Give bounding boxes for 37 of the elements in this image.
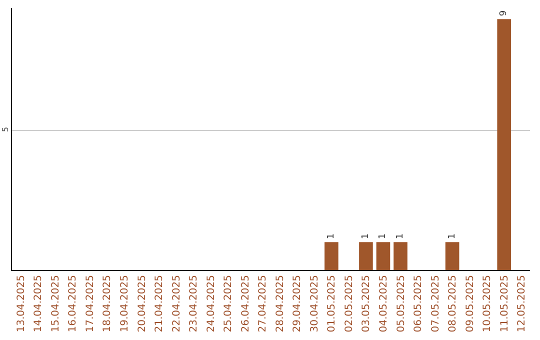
x-tick-label: 20.04.2025 xyxy=(136,275,148,332)
x-tick-label: 10.05.2025 xyxy=(482,275,494,332)
x-tick-label: 22.04.2025 xyxy=(171,275,182,332)
x-tick-label: 23.04.2025 xyxy=(188,275,200,332)
x-tick-label: 12.05.2025 xyxy=(516,275,528,332)
data-label: 1 xyxy=(378,233,388,240)
data-label: 1 xyxy=(360,233,371,240)
x-tick-label: 25.04.2025 xyxy=(223,275,234,332)
x-tick-label: 04.05.2025 xyxy=(378,275,390,332)
x-tick-label: 14.04.2025 xyxy=(33,275,44,332)
x-tick-label: 28.04.2025 xyxy=(274,275,286,332)
x-tick-label: 19.04.2025 xyxy=(119,275,130,332)
x-tick-label: 13.04.2025 xyxy=(16,275,27,332)
x-tick-label: 24.04.2025 xyxy=(206,275,217,332)
x-tick-label: 02.05.2025 xyxy=(344,275,355,332)
x-tick-label: 07.05.2025 xyxy=(430,275,442,332)
x-tick-label: 18.04.2025 xyxy=(102,275,114,332)
x-tick-label: 01.05.2025 xyxy=(326,275,338,332)
data-label: 1 xyxy=(326,233,336,240)
x-tick-label: 09.05.2025 xyxy=(464,275,476,332)
data-label: 9 xyxy=(499,10,510,16)
y-tick-label: 5 xyxy=(0,126,10,132)
x-tick-label: 15.04.2025 xyxy=(50,275,62,332)
x-tick-label: 30.04.2025 xyxy=(309,275,320,332)
x-tick-label: 06.05.2025 xyxy=(413,275,424,332)
x-tick-label: 27.04.2025 xyxy=(258,275,269,332)
x-tick-label: 17.04.2025 xyxy=(84,275,96,332)
x-tick-label: 16.04.2025 xyxy=(68,275,79,332)
x-tick-label: 03.05.2025 xyxy=(361,275,372,332)
x-tick-label: 29.04.2025 xyxy=(292,275,304,332)
x-tick-label: 11.05.2025 xyxy=(499,275,510,332)
data-label: 1 xyxy=(396,233,406,240)
x-tick-label: 26.04.2025 xyxy=(240,275,252,332)
x-tick-label: 08.05.2025 xyxy=(448,275,459,332)
x-tick-label: 05.05.2025 xyxy=(396,275,407,332)
data-label: 1 xyxy=(447,233,458,240)
x-tick-label: 21.04.2025 xyxy=(154,275,166,332)
